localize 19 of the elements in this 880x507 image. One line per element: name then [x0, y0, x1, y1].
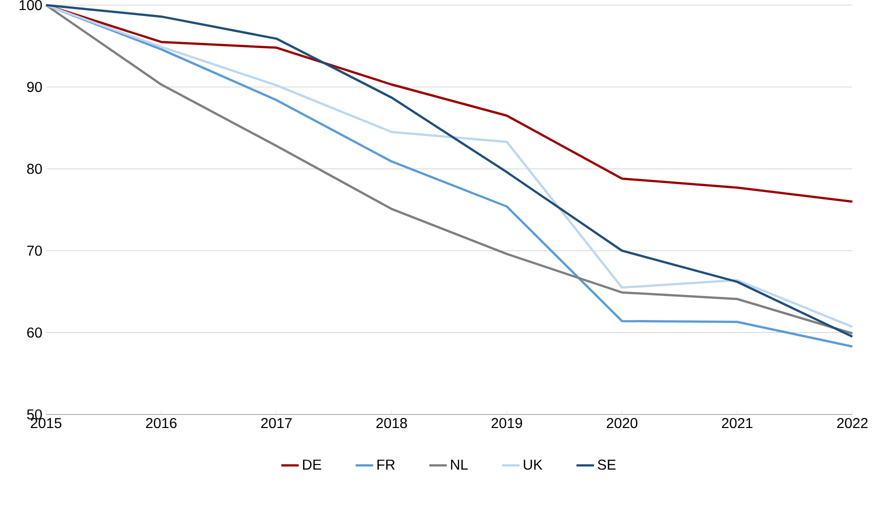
x-tick-label: 2021	[722, 418, 752, 428]
y-tick-label: 90	[27, 82, 42, 92]
x-tick-label: 2019	[492, 418, 522, 428]
legend-label: UK	[524, 460, 542, 470]
x-tick-label: 2016	[146, 418, 177, 428]
x-tick-label: 2022	[837, 418, 868, 428]
legend-label: DE	[303, 460, 322, 470]
x-tick-label: 2020	[606, 418, 638, 428]
x-tick-label: 2017	[261, 418, 292, 428]
x-tick-label: 2018	[376, 418, 407, 428]
legend-label: FR	[377, 460, 395, 470]
y-tick-label: 80	[27, 164, 42, 174]
legend-label: SE	[598, 460, 616, 470]
y-tick-label: 60	[27, 328, 42, 338]
y-tick-label: 100	[20, 0, 42, 10]
y-tick-label: 50	[27, 410, 42, 420]
legend-label: NL	[451, 460, 468, 470]
y-tick-label: 70	[27, 246, 42, 256]
x-tick-label: 2015	[30, 418, 62, 428]
